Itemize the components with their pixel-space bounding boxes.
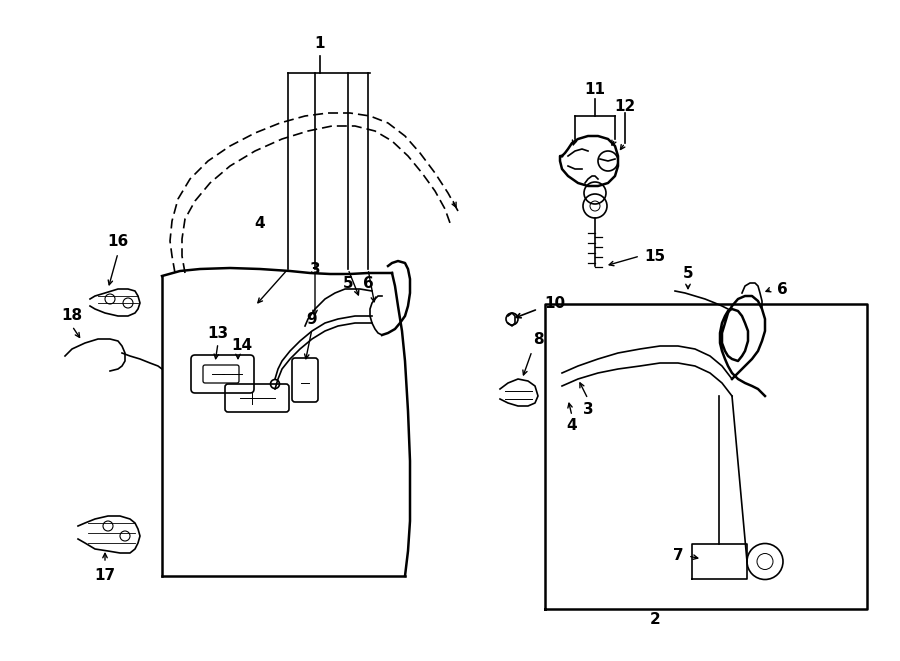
Text: 8: 8 bbox=[533, 332, 544, 346]
Text: 3: 3 bbox=[310, 262, 320, 276]
Text: 17: 17 bbox=[94, 568, 115, 582]
Text: 4: 4 bbox=[255, 215, 266, 231]
Text: 16: 16 bbox=[107, 233, 129, 249]
Text: 6: 6 bbox=[777, 282, 788, 297]
Text: 5: 5 bbox=[683, 266, 693, 280]
Text: 3: 3 bbox=[582, 401, 593, 416]
Text: 2: 2 bbox=[650, 611, 661, 627]
Text: 6: 6 bbox=[363, 276, 374, 290]
Text: 14: 14 bbox=[231, 338, 253, 352]
Text: 4: 4 bbox=[567, 418, 577, 434]
Text: 12: 12 bbox=[615, 98, 635, 114]
Text: 1: 1 bbox=[315, 36, 325, 50]
Text: 9: 9 bbox=[307, 311, 318, 327]
Text: 5: 5 bbox=[343, 276, 354, 290]
Text: 15: 15 bbox=[644, 249, 666, 264]
Text: 11: 11 bbox=[584, 81, 606, 97]
Text: 18: 18 bbox=[61, 307, 83, 323]
Text: 13: 13 bbox=[207, 325, 229, 340]
Text: 10: 10 bbox=[544, 295, 565, 311]
Text: 7: 7 bbox=[672, 549, 683, 563]
